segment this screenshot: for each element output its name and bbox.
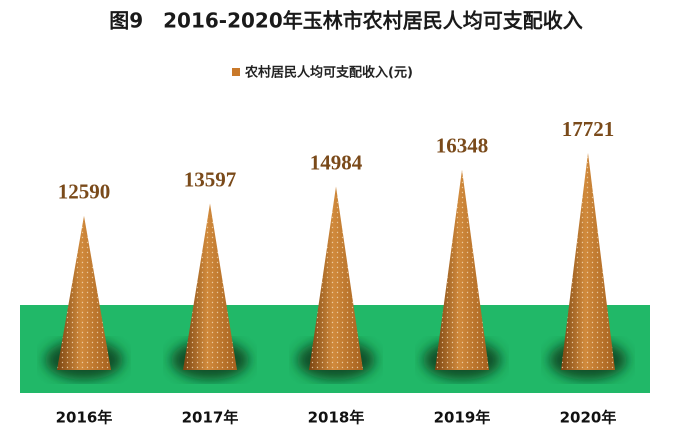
- x-tick-label: 2020年: [560, 409, 617, 427]
- bar-texture: [57, 215, 111, 370]
- legend-marker: [232, 68, 240, 76]
- bar-texture: [183, 203, 237, 370]
- x-tick-label: 2016年: [56, 409, 113, 427]
- value-label: 16348: [436, 134, 489, 158]
- legend-label: 农村居民人均可支配收入(元): [244, 65, 413, 81]
- bar-texture: [309, 186, 363, 370]
- value-label: 17721: [562, 117, 615, 141]
- legend: 农村居民人均可支配收入(元): [232, 65, 413, 81]
- value-label: 14984: [310, 150, 363, 174]
- x-tick-label: 2018年: [308, 409, 365, 427]
- x-tick-label: 2017年: [182, 409, 239, 427]
- value-label: 12590: [58, 180, 111, 204]
- bar-texture: [561, 153, 615, 370]
- x-tick-label: 2019年: [434, 409, 491, 427]
- value-label: 13597: [184, 167, 237, 191]
- bar-texture: [435, 169, 489, 370]
- chart-title: 图9 2016-2020年玉林市农村居民人均可支配收入: [109, 9, 583, 33]
